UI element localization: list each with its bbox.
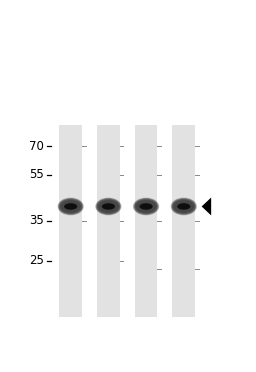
Ellipse shape xyxy=(60,200,81,213)
Ellipse shape xyxy=(135,200,157,213)
Bar xyxy=(135,125,157,317)
Ellipse shape xyxy=(59,199,82,214)
Ellipse shape xyxy=(172,198,196,215)
Ellipse shape xyxy=(177,203,190,210)
Bar xyxy=(172,125,195,317)
Ellipse shape xyxy=(61,201,81,212)
Ellipse shape xyxy=(58,198,83,215)
Ellipse shape xyxy=(60,200,81,213)
Ellipse shape xyxy=(95,198,122,215)
Bar xyxy=(59,125,82,317)
Ellipse shape xyxy=(134,199,158,214)
Ellipse shape xyxy=(97,199,120,214)
Ellipse shape xyxy=(136,201,156,212)
Ellipse shape xyxy=(170,198,197,215)
Ellipse shape xyxy=(135,199,157,214)
Text: 55: 55 xyxy=(29,169,44,182)
Text: 25: 25 xyxy=(29,254,44,267)
Ellipse shape xyxy=(96,198,121,215)
Text: 70: 70 xyxy=(29,140,44,153)
Ellipse shape xyxy=(174,201,194,212)
Ellipse shape xyxy=(133,198,159,215)
Ellipse shape xyxy=(99,201,118,212)
Ellipse shape xyxy=(172,199,196,214)
Ellipse shape xyxy=(102,203,115,210)
Polygon shape xyxy=(202,198,211,215)
Ellipse shape xyxy=(96,198,121,215)
Ellipse shape xyxy=(173,200,194,213)
Ellipse shape xyxy=(59,199,82,214)
Ellipse shape xyxy=(136,200,156,213)
Ellipse shape xyxy=(58,198,83,215)
Ellipse shape xyxy=(97,199,120,214)
Text: 35: 35 xyxy=(29,214,44,227)
Ellipse shape xyxy=(98,200,119,213)
Ellipse shape xyxy=(58,198,84,215)
Ellipse shape xyxy=(133,198,159,215)
Ellipse shape xyxy=(134,198,158,215)
Ellipse shape xyxy=(140,203,153,210)
Bar xyxy=(97,125,120,317)
Ellipse shape xyxy=(171,198,197,215)
Ellipse shape xyxy=(98,200,119,213)
Ellipse shape xyxy=(64,203,77,210)
Ellipse shape xyxy=(173,199,195,214)
Ellipse shape xyxy=(173,200,195,213)
